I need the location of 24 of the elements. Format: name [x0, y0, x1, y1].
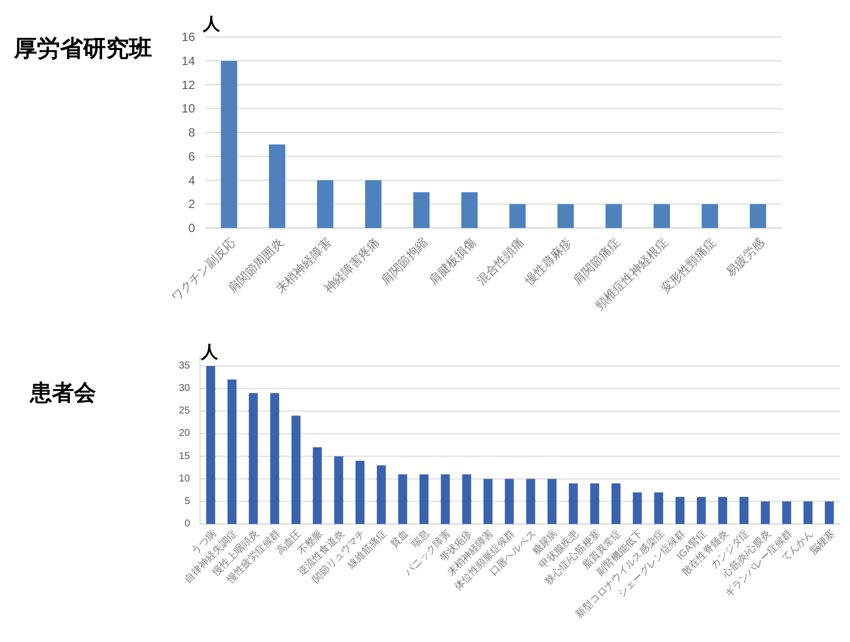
y-tick-label: 15: [178, 450, 190, 462]
x-tick-label: 貧血: [388, 527, 411, 550]
y-tick-label: 6: [188, 149, 196, 164]
y-tick-label: 30: [178, 383, 190, 394]
y-axis-title: 人: [200, 342, 219, 362]
x-tick-label: 易疲労感: [723, 235, 767, 279]
y-tick-label: 5: [184, 496, 190, 507]
x-tick-label: 肩関節拘縮: [378, 235, 430, 288]
y-tick-label: 0: [184, 518, 190, 530]
y-tick-label: 10: [182, 102, 196, 116]
y-tick-label: 20: [178, 428, 190, 440]
y-tick-label: 35: [178, 360, 190, 372]
y-axis-title: 人: [202, 14, 221, 34]
y-tick-label: 4: [188, 173, 196, 188]
y-tick-label: 0: [188, 221, 196, 235]
y-tick-label: 2: [188, 197, 196, 212]
y-tick-label: 12: [182, 78, 196, 92]
chart-title: 厚労省研究班: [13, 35, 152, 61]
y-tick-label: 14: [182, 54, 196, 68]
y-tick-label: 16: [182, 30, 196, 44]
y-tick-label: 25: [178, 406, 190, 417]
text: 患者会: [29, 380, 97, 405]
y-tick-label: 10: [178, 473, 190, 484]
y-tick-label: 8: [188, 126, 196, 140]
